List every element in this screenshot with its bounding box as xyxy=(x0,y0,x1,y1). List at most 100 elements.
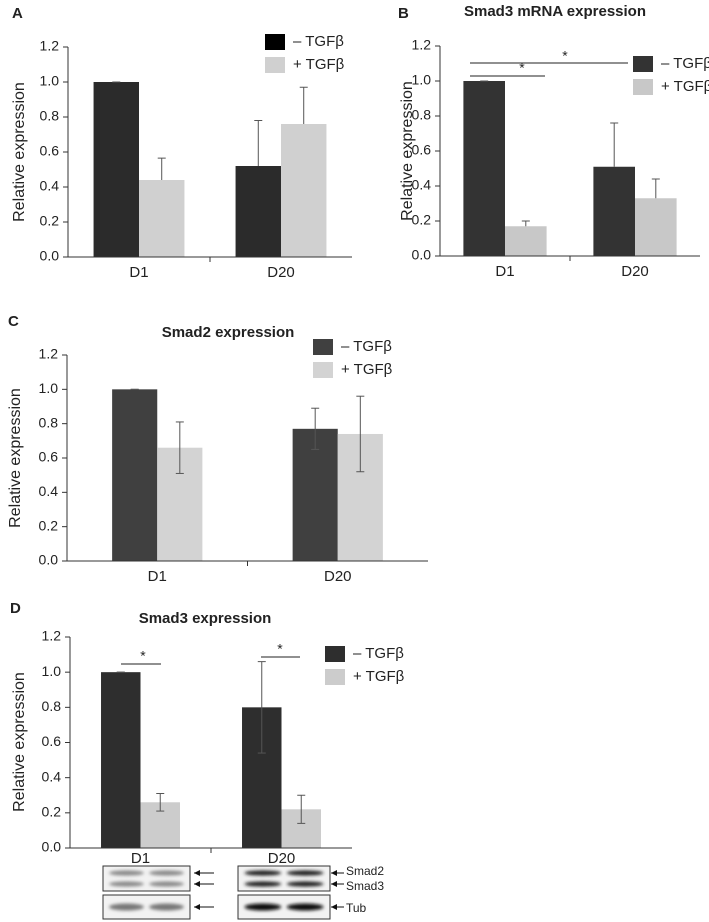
panel-letter: B xyxy=(398,5,409,22)
legend-label: + TGFβ xyxy=(293,56,345,73)
western-blot xyxy=(102,865,191,920)
y-tick-label: 0.4 xyxy=(40,178,60,194)
arrow-head xyxy=(194,904,200,910)
x-tick-label: D1 xyxy=(148,568,167,585)
y-tick-label: 0.8 xyxy=(412,107,432,123)
y-tick-label: 0.8 xyxy=(42,698,62,714)
error-bar xyxy=(257,661,266,754)
error-bar xyxy=(521,220,530,227)
blot-band xyxy=(149,881,184,887)
bar xyxy=(635,198,677,256)
significance-label: * xyxy=(140,648,146,664)
chart-title: Smad3 expression xyxy=(139,610,272,627)
x-tick-label: D20 xyxy=(324,568,352,585)
bar xyxy=(139,180,185,257)
legend-swatch xyxy=(265,34,285,50)
legend-swatch xyxy=(325,669,345,685)
y-tick-label: 0.2 xyxy=(42,804,62,820)
panel-letter: A xyxy=(12,5,23,22)
legend-swatch xyxy=(325,646,345,662)
significance-label: * xyxy=(519,60,525,76)
significance-label: * xyxy=(562,48,568,64)
blot-band xyxy=(149,903,184,911)
legend-swatch xyxy=(265,57,285,73)
chart-panel: D Smad3 expression Relative expression 0.0 0… xyxy=(10,600,405,920)
error-bar xyxy=(610,122,619,167)
y-tick-label: 0.2 xyxy=(412,212,432,228)
blot-band xyxy=(286,881,324,887)
y-tick-label: 1.0 xyxy=(39,380,59,396)
x-tick-label: D20 xyxy=(268,850,296,867)
error-bar xyxy=(311,407,320,450)
arrow-head xyxy=(331,904,337,910)
bar xyxy=(235,166,281,257)
blot-band xyxy=(286,870,324,876)
chart-panel: C Smad2 expression Relative expression 0.0 0… xyxy=(7,313,428,585)
y-axis-title: Relative expression xyxy=(399,81,416,221)
chart-title: Smad2 expression xyxy=(162,324,295,341)
chart-title: Smad3 mRNA expression xyxy=(464,3,646,20)
bar xyxy=(112,389,158,561)
bar xyxy=(292,428,338,561)
chart-panel: B Smad3 mRNA expression Relative expressio… xyxy=(398,3,709,280)
y-axis-title: Relative expression xyxy=(11,82,28,222)
blot-band xyxy=(286,903,324,911)
y-axis-title: Relative expression xyxy=(11,672,28,812)
y-tick-label: 1.2 xyxy=(412,37,432,53)
panel-letter: D xyxy=(10,600,21,617)
western-blot xyxy=(237,865,331,920)
y-tick-label: 0.4 xyxy=(412,177,432,193)
blot-band xyxy=(109,870,144,876)
x-tick-label: D20 xyxy=(267,264,295,281)
bar xyxy=(101,672,141,848)
blot-label: Tub xyxy=(346,901,367,915)
blot-band xyxy=(109,903,144,911)
error-bar xyxy=(651,178,660,199)
y-tick-label: 0.0 xyxy=(39,552,59,568)
y-tick-label: 0.8 xyxy=(39,414,59,430)
error-bar xyxy=(175,421,184,474)
error-bar xyxy=(254,120,263,166)
blot-label: Smad3 xyxy=(346,879,384,893)
x-tick-label: D1 xyxy=(495,263,514,280)
error-bar xyxy=(156,792,165,812)
y-tick-label: 0.6 xyxy=(40,143,60,159)
y-tick-label: 0.0 xyxy=(412,247,432,263)
x-tick-label: D1 xyxy=(129,264,148,281)
y-tick-label: 0.0 xyxy=(40,248,60,264)
bar xyxy=(93,82,139,257)
blot-band xyxy=(244,903,282,911)
y-tick-label: 1.0 xyxy=(40,73,60,89)
legend-swatch xyxy=(313,339,333,355)
blot-frame xyxy=(237,865,331,892)
y-tick-label: 1.2 xyxy=(39,346,59,362)
legend-label: + TGFβ xyxy=(341,361,393,378)
bar xyxy=(593,166,635,256)
x-tick-label: D20 xyxy=(621,263,649,280)
bar xyxy=(505,226,547,256)
bar xyxy=(463,81,505,256)
bar xyxy=(281,124,327,257)
error-bar xyxy=(299,86,308,124)
blot-label: Smad2 xyxy=(346,864,384,878)
error-bar xyxy=(157,157,166,180)
x-tick-label: D1 xyxy=(131,850,150,867)
legend-label: + TGFβ xyxy=(661,78,709,95)
arrow-head xyxy=(331,870,337,876)
error-bar xyxy=(356,395,365,473)
y-tick-label: 0.6 xyxy=(412,142,432,158)
arrow-head xyxy=(194,881,200,887)
y-tick-label: 0.4 xyxy=(42,768,62,784)
blot-frame xyxy=(102,865,191,892)
y-tick-label: 0.6 xyxy=(42,733,62,749)
y-tick-label: 0.4 xyxy=(39,483,59,499)
error-bar xyxy=(297,794,306,824)
y-axis-title: Relative expression xyxy=(7,388,24,528)
y-tick-label: 0.2 xyxy=(40,213,60,229)
panel-letter: C xyxy=(8,313,19,330)
legend-label: + TGFβ xyxy=(353,668,405,685)
legend-label: – TGFβ xyxy=(341,338,392,355)
significance-label: * xyxy=(277,641,283,657)
y-tick-label: 0.8 xyxy=(40,108,60,124)
